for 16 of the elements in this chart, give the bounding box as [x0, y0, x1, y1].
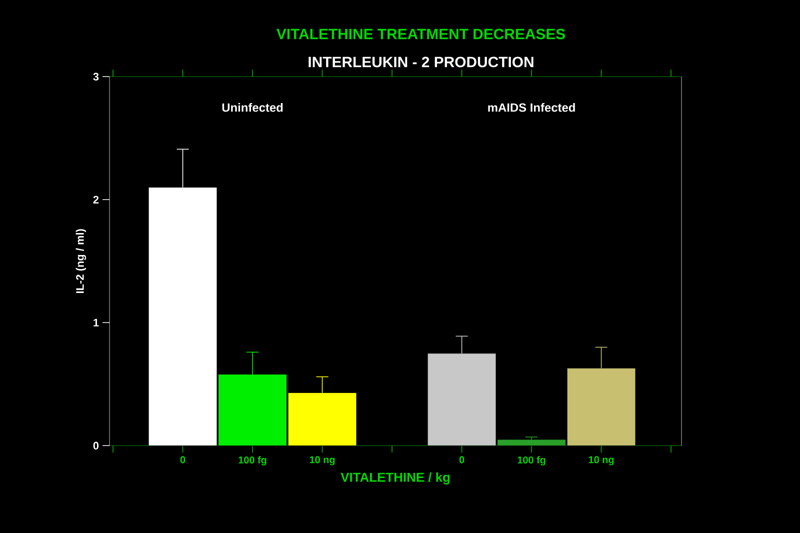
x-tick-label: 100 fg: [518, 456, 546, 466]
y-tick-label: 0: [93, 442, 99, 450]
x-tick-label: 0: [180, 456, 186, 464]
x-axis-title: VITALETHINE / kg: [340, 472, 450, 484]
x-tick-label: 0: [459, 456, 464, 464]
annotation: Uninfected: [222, 103, 283, 112]
x-tick-label: 10 ng: [588, 456, 614, 466]
annotation: mAIDS Infected: [488, 103, 575, 112]
y-tick-label: 3: [93, 72, 99, 81]
chart-title: VITALETHINE TREATMENT DECREASES: [276, 28, 566, 40]
y-tick-label: 2: [93, 196, 99, 204]
x-tick-label: 100 fg: [238, 456, 266, 466]
chart-subtitle: INTERLEUKIN - 2 PRODUCTION: [308, 56, 534, 68]
y-tick-label: 1: [94, 318, 99, 326]
x-tick-label: 10 ng: [310, 456, 335, 466]
y-axis-title: IL-2 (ng / ml): [76, 229, 86, 293]
